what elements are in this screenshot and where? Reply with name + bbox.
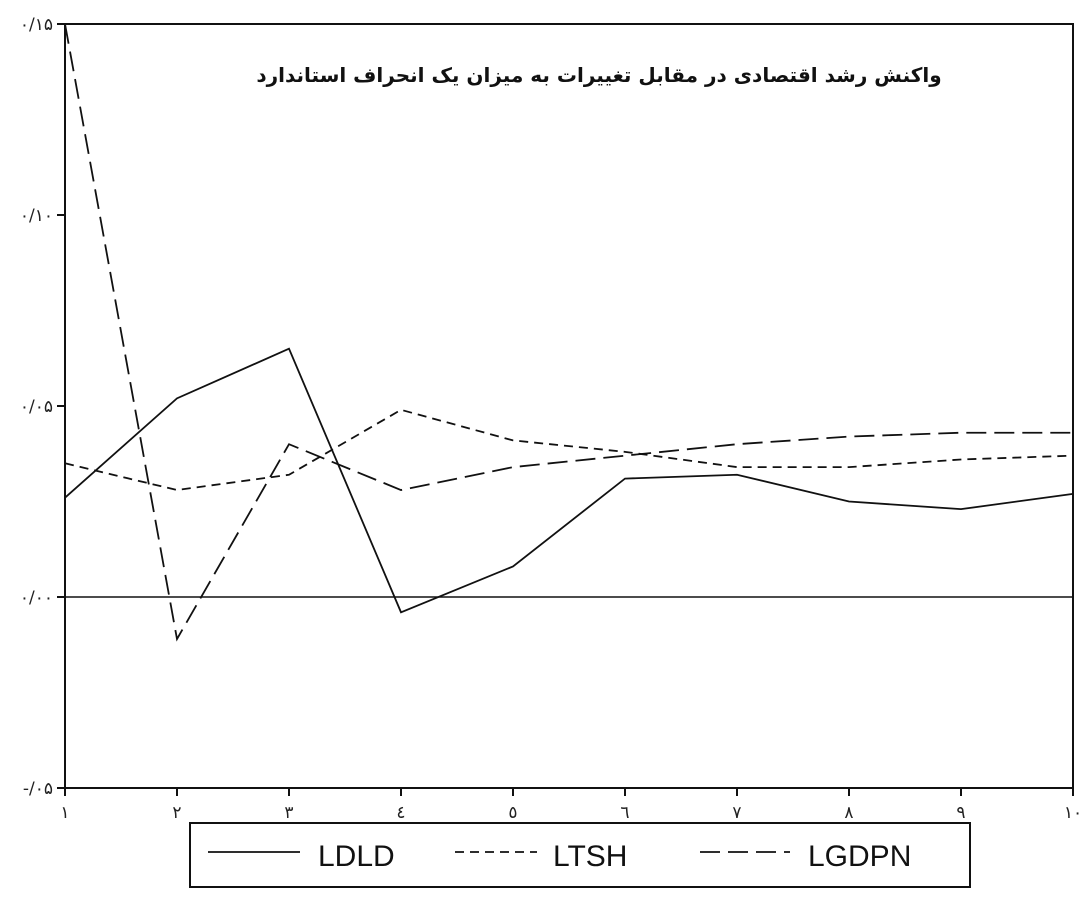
x-tick-label: ۹ [956,803,965,823]
y-tick-label: ۰/۱۵ [20,15,53,35]
y-tick-label: ۰/۰۵ [20,397,53,417]
y-tick-label: -/۰۵ [23,779,53,799]
x-tick-label: ٥ [508,803,517,823]
x-tick-label: ۱۰ [1064,803,1082,823]
plot-frame [64,23,1074,789]
series-line-ltsh [64,408,1074,491]
y-axis-ticks: -/۰۵ ۰/۰۰ ۰/۰۵ ۰/۱۰ ۰/۱۵ [20,15,65,799]
x-tick-label: ٦ [620,803,629,823]
y-tick-label: ۰/۱۰ [20,206,53,226]
series-line-lgdpn [64,23,1073,642]
chart-title: واکنش رشد اقتصادی در مقابل تغییرات به می… [256,63,941,87]
x-tick-label: ۲ [172,803,181,823]
x-tick-label: ٤ [396,803,405,823]
x-tick-label: ۸ [844,803,853,823]
x-axis-ticks: ۱ ۲ ۳ ٤ ٥ ٦ ۷ ۸ ۹ ۱۰ [60,788,1082,823]
y-tick-label: ۰/۰۰ [20,588,53,608]
series-line-ldld [64,347,1074,614]
legend-label-lgdpn: LGDPN [808,840,911,873]
legend: LDLD LTSH LGDPN [189,822,971,888]
x-tick-label: ۷ [732,803,741,823]
legend-box [189,822,971,888]
x-tick-label: ۱ [60,803,69,823]
legend-label-ltsh: LTSH [553,840,627,873]
series-group [64,23,1074,642]
x-tick-label: ۳ [284,803,293,823]
legend-label-ldld: LDLD [318,840,395,873]
